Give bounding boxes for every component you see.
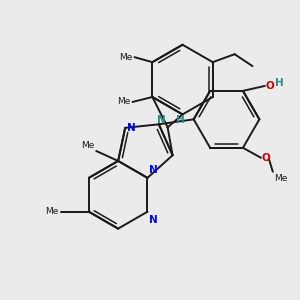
Text: O: O <box>266 81 274 91</box>
Text: Me: Me <box>81 141 94 150</box>
Text: H: H <box>275 78 284 88</box>
Text: H: H <box>176 116 184 125</box>
Text: N: N <box>149 165 158 175</box>
Text: Me: Me <box>119 53 133 62</box>
Text: N: N <box>127 123 136 133</box>
Text: Me: Me <box>274 174 287 183</box>
Text: Me: Me <box>117 98 130 106</box>
Text: O: O <box>262 153 271 163</box>
Text: N: N <box>157 116 166 125</box>
Text: N: N <box>149 215 158 225</box>
Text: Me: Me <box>46 207 59 216</box>
